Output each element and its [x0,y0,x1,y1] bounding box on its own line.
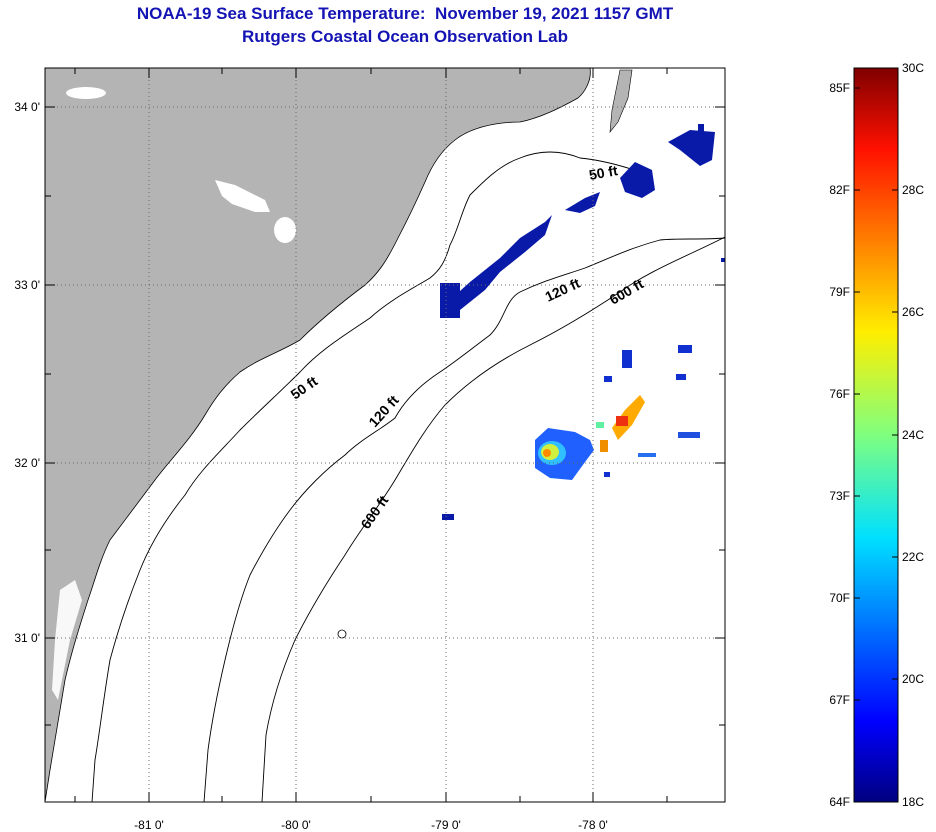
colorbar: 85F 82F 79F 76F 73F 70F 67F 64F 30C 28C … [829,61,924,809]
colorbar-label-c: 26C [902,305,924,319]
title-line-2: Rutgers Coastal Ocean Observation Lab [242,27,568,46]
sst-patch-south-orange [543,449,551,457]
sst-patch-shelf-2 [440,283,460,318]
sst-warm-core-2 [600,440,608,452]
colorbar-label-f: 73F [829,489,850,503]
y-tick-label: 31 0' [14,631,40,645]
colorbar-label-c: 22C [902,550,924,564]
colorbar-ticks [854,67,898,701]
sst-cool-pixel [596,422,604,428]
colorbar-label-c: 30C [902,61,924,75]
land-mass [45,68,591,802]
lake-2 [215,180,270,212]
sst-pixels [440,124,725,520]
colorbar-label-f: 79F [829,285,850,299]
sst-speck-3 [604,376,612,382]
gridlines [45,68,725,802]
sst-speck-e [721,258,725,262]
lake-1 [66,87,106,99]
x-tick-label: -79 0' [431,818,461,832]
map-frame [44,67,726,803]
sst-warm-filament [612,395,645,440]
title-line-1: NOAA-19 Sea Surface Temperature: Novembe… [136,4,674,23]
lake-3 [274,217,296,243]
sst-patch-shelf [440,215,552,318]
y-axis-labels: 34 0' 33 0' 32 0' 31 0' [14,100,40,645]
colorbar-label-c: 24C [902,428,924,442]
colorbar-label-f: 70F [829,591,850,605]
sst-patch-north-1 [620,162,655,198]
y-tick-label: 34 0' [14,100,40,114]
sst-speck-7 [442,514,454,520]
sst-speck-4 [676,374,686,380]
contour-600ft [261,236,725,802]
sst-speck-8 [604,472,610,477]
sst-speck-2 [678,345,692,353]
x-tick-label: -80 0' [281,818,311,832]
sst-warm-core-1 [616,416,628,426]
contour-120ft [203,237,725,802]
colorbar-label-f: 64F [829,795,850,809]
colorbar-gradient [853,67,899,803]
x-tick-label: -81 0' [134,818,164,832]
y-tick-label: 32 0' [14,456,40,470]
sst-speck-6 [638,453,656,457]
sst-speck-ne [698,124,704,132]
sst-patch-north-2 [668,130,715,166]
sst-patch-mid [565,192,600,213]
coastal-gap [52,580,82,700]
outer-banks [609,69,633,133]
contour-label-50ft-north: 50 ft [588,162,619,183]
contour-50ft [91,151,641,802]
colorbar-label-c: 18C [902,795,924,809]
map-panel [45,68,725,802]
y-tick-label: 33 0' [14,278,40,292]
sst-speck-5 [678,432,700,438]
colorbar-label-c: 20C [902,672,924,686]
axis-ticks [45,68,725,802]
colorbar-label-f: 76F [829,387,850,401]
colorbar-label-f: 82F [829,183,850,197]
colorbar-label-f: 85F [829,81,850,95]
sst-speck-1 [622,350,632,368]
colorbar-label-f: 67F [829,693,850,707]
colorbar-label-c: 28C [902,183,924,197]
x-axis-labels: -81 0' -80 0' -79 0' -78 0' [134,818,608,832]
x-tick-label: -78 0' [578,818,608,832]
